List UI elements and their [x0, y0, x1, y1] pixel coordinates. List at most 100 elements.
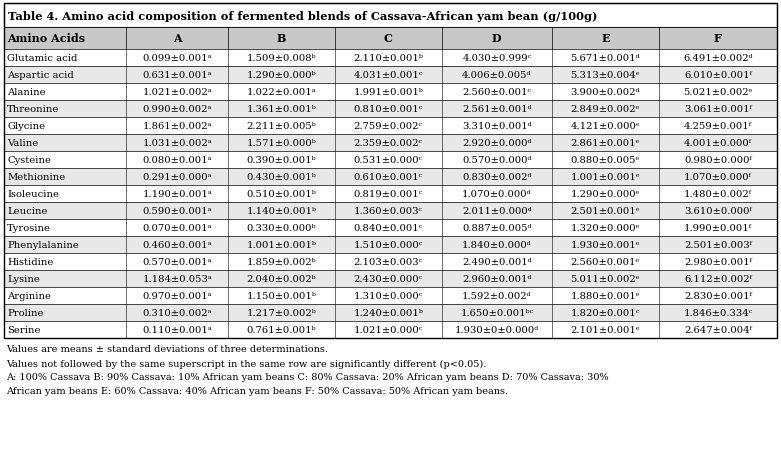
Bar [4, 118, 777, 135]
Text: 1.820±0.001ᶜ: 1.820±0.001ᶜ [571, 308, 640, 318]
Text: Valine: Valine [7, 139, 38, 147]
Text: E: E [601, 33, 610, 44]
Text: 0.070±0.001ᵃ: 0.070±0.001ᵃ [142, 224, 212, 232]
Text: Leucine: Leucine [7, 207, 48, 216]
Text: D: D [492, 33, 501, 44]
Text: 0.110±0.001ᵃ: 0.110±0.001ᵃ [142, 325, 212, 334]
Text: 2.561±0.001ᵈ: 2.561±0.001ᵈ [462, 105, 532, 114]
Text: Threonine: Threonine [7, 105, 59, 114]
Text: 1.001±0.001ᵉ: 1.001±0.001ᵉ [571, 173, 640, 182]
Text: 1.190±0.001ᵃ: 1.190±0.001ᵃ [142, 189, 212, 198]
Text: Arginine: Arginine [7, 291, 51, 300]
Text: 0.531±0.000ᶜ: 0.531±0.000ᶜ [354, 156, 423, 165]
Text: 4.031±0.001ᶜ: 4.031±0.001ᶜ [354, 71, 423, 80]
Text: 0.080±0.001ᵃ: 0.080±0.001ᵃ [142, 156, 212, 165]
Text: 4.121±0.000ᵉ: 4.121±0.000ᵉ [571, 122, 640, 131]
Text: African yam beans E: 60% Cassava: 40% African yam beans F: 50% Cassava: 50% Afri: African yam beans E: 60% Cassava: 40% Af… [6, 387, 508, 396]
Text: 1.070±0.000ᶠ: 1.070±0.000ᶠ [684, 173, 752, 182]
Text: 0.570±0.001ᵃ: 0.570±0.001ᵃ [142, 258, 212, 267]
Text: 1.571±0.000ᵇ: 1.571±0.000ᵇ [247, 139, 316, 147]
Text: 1.021±0.002ᵃ: 1.021±0.002ᵃ [142, 88, 212, 97]
Text: 0.887±0.005ᵈ: 0.887±0.005ᵈ [462, 224, 532, 232]
Bar [4, 169, 777, 186]
Bar [4, 135, 777, 152]
Text: 6.010±0.001ᶠ: 6.010±0.001ᶠ [684, 71, 752, 80]
Text: 1.592±0.002ᵈ: 1.592±0.002ᵈ [462, 291, 532, 300]
Text: 1.880±0.001ᵉ: 1.880±0.001ᵉ [571, 291, 640, 300]
Text: 5.671±0.001ᵈ: 5.671±0.001ᵈ [571, 54, 640, 63]
Text: B: B [276, 33, 286, 44]
Text: 2.759±0.002ᶜ: 2.759±0.002ᶜ [354, 122, 423, 131]
Bar [4, 28, 777, 50]
Text: 1.184±0.053ᵃ: 1.184±0.053ᵃ [142, 274, 212, 283]
Text: 1.290±0.000ᵇ: 1.290±0.000ᵇ [247, 71, 316, 80]
Text: 2.211±0.005ᵇ: 2.211±0.005ᵇ [247, 122, 316, 131]
Text: 4.030±0.999ᶜ: 4.030±0.999ᶜ [462, 54, 531, 63]
Text: 1.509±0.008ᵇ: 1.509±0.008ᵇ [247, 54, 316, 63]
Text: 2.110±0.001ᵇ: 2.110±0.001ᵇ [353, 54, 423, 63]
Text: 3.610±0.000ᶠ: 3.610±0.000ᶠ [684, 207, 752, 216]
Text: 2.501±0.003ᶠ: 2.501±0.003ᶠ [684, 240, 752, 249]
Bar [4, 236, 777, 253]
Text: 2.359±0.002ᶜ: 2.359±0.002ᶜ [354, 139, 423, 147]
Bar [4, 4, 777, 28]
Text: 2.980±0.001ᶠ: 2.980±0.001ᶠ [684, 258, 752, 267]
Bar [4, 271, 777, 287]
Text: 2.011±0.000ᵈ: 2.011±0.000ᵈ [462, 207, 532, 216]
Text: 0.430±0.001ᵇ: 0.430±0.001ᵇ [247, 173, 316, 182]
Text: 2.560±0.001ᵉ: 2.560±0.001ᵉ [571, 258, 640, 267]
Text: Phenylalanine: Phenylalanine [7, 240, 79, 249]
Bar [4, 202, 777, 220]
Text: 1.290±0.000ᵉ: 1.290±0.000ᵉ [571, 189, 640, 198]
Text: 0.330±0.000ᵇ: 0.330±0.000ᵇ [247, 224, 316, 232]
Text: 2.101±0.001ᵉ: 2.101±0.001ᵉ [571, 325, 640, 334]
Bar [4, 321, 777, 338]
Bar [4, 287, 777, 304]
Text: C: C [383, 33, 393, 44]
Text: 5.021±0.002ᵉ: 5.021±0.002ᵉ [683, 88, 753, 97]
Text: 1.310±0.000ᶜ: 1.310±0.000ᶜ [354, 291, 423, 300]
Text: 1.991±0.001ᵇ: 1.991±0.001ᵇ [353, 88, 423, 97]
Text: 1.150±0.001ᵇ: 1.150±0.001ᵇ [247, 291, 316, 300]
Text: 1.930±0±0.000ᵈ: 1.930±0±0.000ᵈ [455, 325, 539, 334]
Text: 4.006±0.005ᵈ: 4.006±0.005ᵈ [462, 71, 532, 80]
Text: 2.920±0.000ᵈ: 2.920±0.000ᵈ [462, 139, 532, 147]
Text: 6.491±0.002ᵈ: 6.491±0.002ᵈ [683, 54, 753, 63]
Text: F: F [714, 33, 722, 44]
Text: 1.510±0.000ᶜ: 1.510±0.000ᶜ [354, 240, 423, 249]
Text: Glutamic acid: Glutamic acid [7, 54, 77, 63]
Text: 2.501±0.001ᵉ: 2.501±0.001ᵉ [571, 207, 640, 216]
Text: 0.980±0.000ᶠ: 0.980±0.000ᶠ [684, 156, 752, 165]
Text: 1.320±0.000ᵉ: 1.320±0.000ᵉ [571, 224, 640, 232]
Bar [4, 101, 777, 118]
Text: 3.061±0.001ᶠ: 3.061±0.001ᶠ [684, 105, 752, 114]
Text: 1.840±0.000ᵈ: 1.840±0.000ᵈ [462, 240, 532, 249]
Text: 0.099±0.001ᵃ: 0.099±0.001ᵃ [142, 54, 212, 63]
Bar [4, 84, 777, 101]
Text: 0.761±0.001ᵇ: 0.761±0.001ᵇ [247, 325, 316, 334]
Text: Serine: Serine [7, 325, 41, 334]
Text: 0.819±0.001ᶜ: 0.819±0.001ᶜ [354, 189, 423, 198]
Text: 5.313±0.004ᵉ: 5.313±0.004ᵉ [571, 71, 640, 80]
Text: Proline: Proline [7, 308, 44, 318]
Text: 2.830±0.001ᶠ: 2.830±0.001ᶠ [684, 291, 752, 300]
Text: 2.103±0.003ᶜ: 2.103±0.003ᶜ [354, 258, 423, 267]
Text: 2.430±0.000ᶜ: 2.430±0.000ᶜ [354, 274, 423, 283]
Text: 2.960±0.001ᵈ: 2.960±0.001ᵈ [462, 274, 532, 283]
Text: 0.460±0.001ᵃ: 0.460±0.001ᵃ [142, 240, 212, 249]
Text: 1.859±0.002ᵇ: 1.859±0.002ᵇ [247, 258, 316, 267]
Text: 1.031±0.002ᵃ: 1.031±0.002ᵃ [142, 139, 212, 147]
Text: 1.070±0.000ᵈ: 1.070±0.000ᵈ [462, 189, 532, 198]
Text: Aspartic acid: Aspartic acid [7, 71, 73, 80]
Text: 1.001±0.001ᵇ: 1.001±0.001ᵇ [247, 240, 316, 249]
Text: 1.240±0.001ᵇ: 1.240±0.001ᵇ [353, 308, 423, 318]
Text: 0.570±0.000ᵈ: 0.570±0.000ᵈ [462, 156, 532, 165]
Text: 1.650±0.001ᵇᶜ: 1.650±0.001ᵇᶜ [460, 308, 533, 318]
Bar [4, 186, 777, 202]
Text: 0.970±0.001ᵃ: 0.970±0.001ᵃ [142, 291, 212, 300]
Text: Tyrosine: Tyrosine [7, 224, 51, 232]
Text: Amino Acids: Amino Acids [7, 33, 85, 44]
Text: 0.880±0.005ᵉ: 0.880±0.005ᵉ [571, 156, 640, 165]
Bar [4, 4, 777, 338]
Text: 1.846±0.334ᶜ: 1.846±0.334ᶜ [683, 308, 752, 318]
